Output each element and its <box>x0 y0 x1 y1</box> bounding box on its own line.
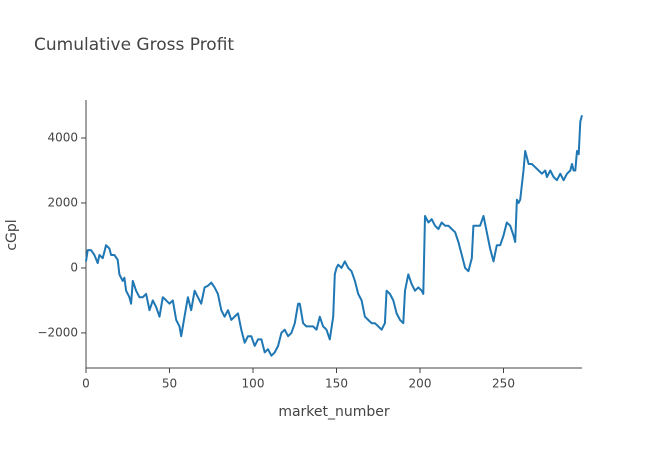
x-tick-label: 50 <box>162 377 177 391</box>
y-tick-label: 0 <box>70 260 78 274</box>
x-tick-label: 200 <box>409 377 432 391</box>
x-axis-label: market_number <box>278 404 390 420</box>
x-tick-label: 0 <box>82 377 90 391</box>
x-tick-label: 100 <box>242 377 265 391</box>
x-tick-label: 150 <box>325 377 348 391</box>
y-tick-label: 2000 <box>47 195 78 209</box>
data-line <box>85 115 583 357</box>
y-tick-label: −2000 <box>37 325 78 339</box>
x-tick-label: 250 <box>492 377 515 391</box>
y-tick-label: 4000 <box>47 131 78 145</box>
y-axis-label: cGpl <box>4 219 20 250</box>
chart-title: Cumulative Gross Profit <box>34 35 234 55</box>
